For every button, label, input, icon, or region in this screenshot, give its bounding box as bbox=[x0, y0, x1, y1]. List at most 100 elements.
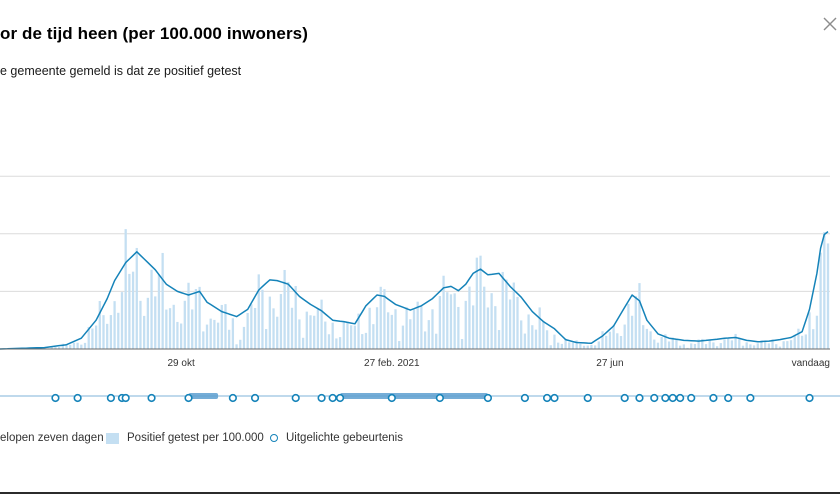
close-icon[interactable] bbox=[822, 16, 838, 32]
bar bbox=[313, 315, 316, 349]
bar bbox=[98, 301, 101, 349]
bar bbox=[372, 324, 375, 349]
bar bbox=[316, 309, 320, 349]
bar bbox=[194, 288, 198, 349]
bar bbox=[198, 286, 201, 349]
timeline-range bbox=[188, 393, 219, 399]
bar bbox=[764, 341, 767, 349]
bar bbox=[560, 343, 563, 349]
bar bbox=[557, 342, 560, 349]
event-marker[interactable] bbox=[542, 393, 552, 403]
bar bbox=[279, 294, 283, 349]
bar bbox=[72, 342, 76, 349]
event-marker[interactable] bbox=[73, 393, 82, 403]
bar bbox=[715, 346, 719, 349]
bar bbox=[231, 318, 235, 349]
bar bbox=[800, 335, 804, 349]
event-marker[interactable] bbox=[51, 393, 60, 403]
bar bbox=[616, 333, 619, 349]
event-marker[interactable] bbox=[387, 393, 396, 403]
bar bbox=[590, 344, 593, 349]
event-marker[interactable] bbox=[483, 393, 493, 403]
bar bbox=[793, 335, 796, 349]
event-marker[interactable] bbox=[724, 393, 733, 403]
bar bbox=[427, 320, 430, 349]
event-marker[interactable] bbox=[228, 393, 237, 403]
event-marker[interactable] bbox=[335, 393, 345, 403]
bar bbox=[172, 304, 175, 349]
event-marker[interactable] bbox=[147, 393, 156, 403]
bar bbox=[826, 243, 830, 349]
bar bbox=[386, 312, 390, 349]
event-marker[interactable] bbox=[328, 393, 337, 403]
bar bbox=[246, 313, 249, 349]
bar bbox=[512, 282, 515, 349]
bar bbox=[357, 313, 360, 349]
event-marker[interactable] bbox=[676, 393, 685, 403]
bar bbox=[697, 339, 700, 349]
bar bbox=[131, 271, 135, 349]
bar bbox=[294, 285, 297, 349]
x-tick-label: 27 feb. 2021 bbox=[364, 358, 420, 369]
event-marker[interactable] bbox=[291, 393, 300, 403]
bar bbox=[815, 315, 819, 349]
event-marker[interactable] bbox=[746, 393, 755, 403]
bar bbox=[383, 289, 386, 349]
event-marker[interactable] bbox=[661, 393, 670, 403]
event-marker[interactable] bbox=[106, 393, 115, 403]
bar bbox=[749, 344, 752, 349]
bar bbox=[375, 307, 379, 349]
bar bbox=[778, 346, 782, 349]
bar bbox=[571, 342, 575, 349]
bar bbox=[808, 312, 811, 349]
x-axis-ticks: 29 okt 27 feb. 2021 27 jun vandaag bbox=[168, 358, 831, 369]
bar bbox=[586, 345, 589, 349]
bar bbox=[298, 319, 301, 349]
bar bbox=[50, 347, 53, 349]
event-marker[interactable] bbox=[805, 393, 814, 403]
legend-item-line: elopen zeven dagen bbox=[0, 432, 104, 444]
x-tick-label: 29 okt bbox=[168, 358, 195, 369]
bar bbox=[272, 308, 275, 349]
bar bbox=[331, 322, 334, 349]
event-marker[interactable] bbox=[635, 393, 644, 403]
event-marker[interactable] bbox=[687, 393, 696, 403]
bar bbox=[475, 257, 478, 349]
bar bbox=[235, 344, 238, 349]
bar bbox=[675, 338, 678, 349]
bar bbox=[690, 343, 693, 349]
event-marker[interactable] bbox=[317, 393, 326, 403]
bar bbox=[87, 326, 90, 349]
bar bbox=[516, 296, 519, 349]
event-marker[interactable] bbox=[184, 393, 193, 403]
event-marker[interactable] bbox=[620, 393, 629, 403]
bar bbox=[228, 329, 231, 349]
bar bbox=[508, 299, 512, 349]
bar bbox=[693, 343, 697, 349]
event-marker[interactable] bbox=[435, 393, 444, 403]
event-marker[interactable] bbox=[650, 393, 659, 403]
bar bbox=[168, 308, 172, 349]
bar bbox=[767, 343, 770, 349]
bar bbox=[612, 325, 615, 349]
bar bbox=[150, 269, 153, 349]
bar bbox=[250, 304, 253, 349]
event-marker[interactable] bbox=[121, 393, 130, 403]
event-marker[interactable] bbox=[520, 393, 529, 403]
bar bbox=[83, 342, 87, 349]
bar bbox=[146, 297, 149, 349]
bar bbox=[353, 325, 356, 349]
bar bbox=[176, 321, 179, 349]
bar bbox=[442, 275, 445, 349]
event-marker[interactable] bbox=[250, 393, 260, 403]
event-marker[interactable] bbox=[709, 393, 718, 403]
event-marker[interactable] bbox=[668, 393, 677, 403]
event-marker[interactable] bbox=[550, 393, 559, 403]
bar bbox=[534, 329, 538, 349]
bar bbox=[113, 301, 116, 349]
bar bbox=[54, 346, 57, 349]
bar bbox=[124, 229, 127, 349]
event-marker[interactable] bbox=[583, 393, 592, 403]
bar bbox=[165, 309, 168, 349]
legend-label-events: Uitgelichte gebeurtenis bbox=[286, 432, 403, 444]
